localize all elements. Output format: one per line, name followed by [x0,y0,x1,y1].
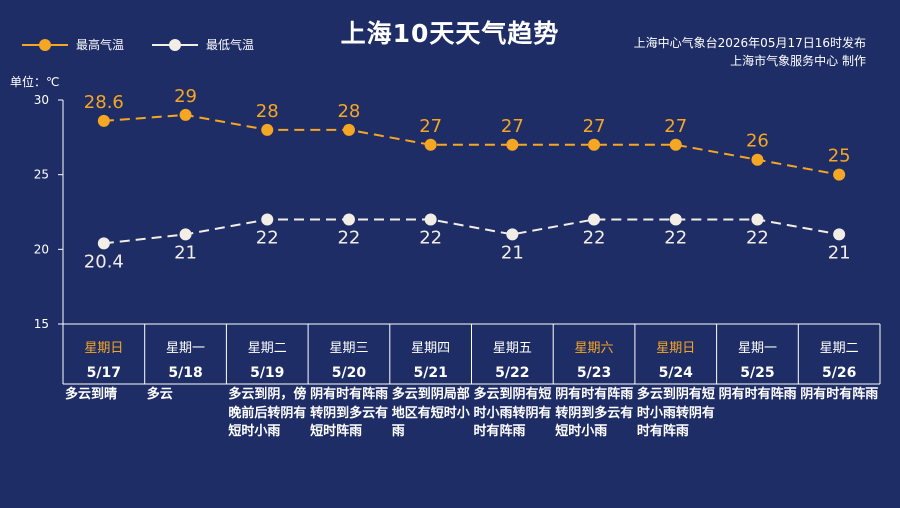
date-label: 5/23 [577,365,611,381]
high-temp-label: 27 [419,116,442,137]
unit-label: 单位：℃ [10,75,60,89]
high-temp-point [261,123,274,136]
weather-description: 多云 [146,387,173,402]
weather-description: 多云到阴局部地区有短时小雨 [391,387,470,439]
weather-description: 多云到阴，傍晚前后转阴有短时小雨 [228,387,307,439]
weekday-label: 星期日 [84,341,123,356]
high-temp-point [506,138,519,151]
high-temp-point [97,114,110,127]
low-temp-label: 22 [746,227,769,248]
weekday-label: 星期二 [820,341,859,356]
low-temp-point [833,228,846,241]
low-temp-point [342,213,355,226]
weather-description: 阴有时有阵雨 [718,387,797,402]
low-temp-point [751,213,764,226]
low-temp-label: 21 [174,242,197,263]
legend-high-label: 最高气温 [76,38,125,52]
high-temp-label: 28 [256,101,279,122]
high-temp-label: 26 [746,131,769,152]
high-temp-point [751,153,764,166]
high-temp-point [669,138,682,151]
legend-high-swatch [22,38,68,51]
low-temp-label: 22 [583,227,606,248]
low-temp-label: 22 [337,227,360,248]
date-label: 5/19 [250,365,284,381]
source-line-1: 上海中心气象台2026年05月17日16时发布 [633,36,866,50]
high-temp-point [424,138,437,151]
high-temp-label: 29 [174,86,197,107]
date-label: 5/20 [332,365,367,381]
chart-title: 上海10天天气趋势 [340,19,560,48]
source-line-2: 上海市气象服务中心 制作 [730,54,866,68]
high-temp-point [588,138,601,151]
y-tick-label: 20 [34,242,49,256]
low-temp-label: 20.4 [84,251,124,272]
high-temp-point [179,108,192,121]
low-temp-line [103,218,840,245]
low-temp-point [588,213,601,226]
weekday-label: 星期一 [166,341,205,356]
low-temp-point [261,213,274,226]
low-temp-label: 21 [828,242,851,263]
weekday-label: 星期二 [248,341,287,356]
low-temp-point [506,228,519,241]
y-tick-label: 25 [34,168,49,182]
weekday-label: 星期一 [738,341,777,356]
date-label: 5/21 [413,365,447,381]
date-label: 5/25 [740,365,774,381]
high-temp-label: 27 [664,116,687,137]
weather-description: 阴有时有阵雨 [800,387,879,402]
high-temp-point [833,168,846,181]
date-label: 5/17 [87,365,121,381]
low-temp-point [669,213,682,226]
weekday-label: 星期日 [656,341,695,356]
high-temp-label: 27 [501,116,524,137]
date-label: 5/18 [168,365,202,381]
high-temp-label: 27 [583,116,606,137]
low-temp-point [424,213,437,226]
high-temp-line [103,113,840,176]
weekday-label: 星期四 [411,341,450,356]
weekday-label: 星期三 [329,341,368,356]
weekday-label: 星期六 [575,341,614,356]
legend-low-swatch [152,38,199,51]
high-temp-label: 28.6 [84,92,124,113]
y-tick-label: 30 [34,93,49,107]
date-label: 5/26 [822,365,856,381]
date-label: 5/24 [659,365,694,381]
legend-low-label: 最低气温 [206,38,255,52]
legend-item-high: 最高气温 [22,36,124,53]
high-temp-label: 25 [828,146,851,167]
low-temp-label: 22 [664,227,687,248]
weather-description: 多云到阴有短时小雨转阴有时有阵雨 [473,387,552,439]
high-temp-point [342,123,355,136]
low-temp-label: 22 [256,227,279,248]
legend: 最高气温 最低气温 [22,36,254,53]
weather-description: 多云到晴 [65,387,118,402]
weather-description: 阴有时有阵雨转阴到多云有短时小雨 [555,387,634,439]
weather-description: 多云到阴有短时小雨转阴有时有阵雨 [636,387,715,439]
high-temp-label: 28 [337,101,360,122]
weather-description: 阴有时有阵雨转阴到多云有短时阵雨 [310,387,389,439]
low-temp-point [97,237,110,250]
y-tick-label: 15 [34,317,49,331]
date-label: 5/22 [495,365,529,381]
low-temp-label: 22 [419,227,442,248]
low-temp-label: 21 [501,242,524,263]
source-note: 上海中心气象台2026年05月17日16时发布 上海市气象服务中心 制作 [634,34,866,70]
legend-item-low: 最低气温 [152,36,254,53]
weekday-label: 星期五 [493,341,532,356]
low-temp-point [179,228,192,241]
